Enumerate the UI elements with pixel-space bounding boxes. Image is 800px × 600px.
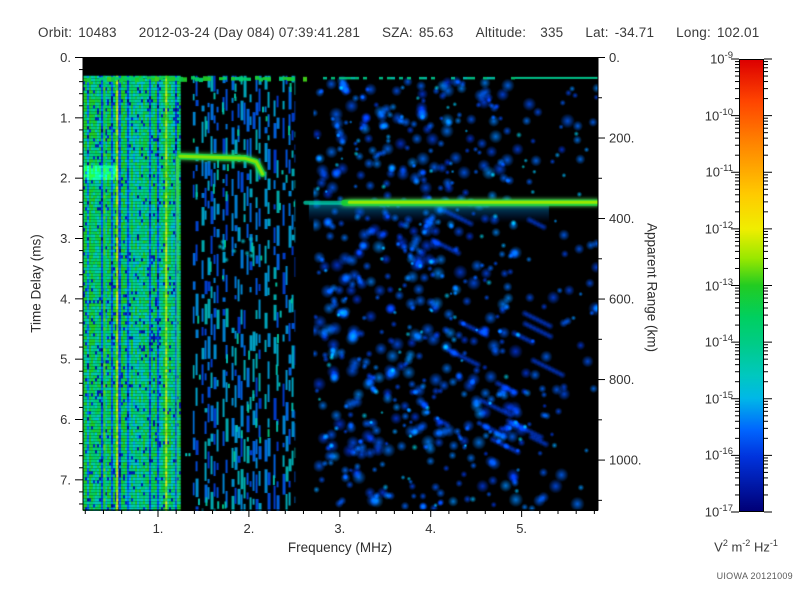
colorbar-gradient <box>739 59 764 512</box>
colorbar-tick-label: 10-17 <box>704 503 733 520</box>
colorbar-tick-label: 10-14 <box>704 333 733 350</box>
colorbar-tick-label: 10-10 <box>704 106 733 123</box>
y-tick-label: 7. <box>60 472 71 487</box>
header-item: Lat: -34.71 <box>585 25 655 40</box>
colorbar-tick-label: 10-13 <box>704 276 733 293</box>
y-tick-label: 1. <box>60 110 71 125</box>
colorbar-tick-label: 10-12 <box>704 219 733 237</box>
y-tick-label: 6. <box>60 412 71 427</box>
y-tick-label: 5. <box>60 352 71 367</box>
y-tick-label: 4. <box>60 291 71 306</box>
colorbar-tick-label: 10-9 <box>710 50 733 67</box>
colorbar-tick-label: 10-15 <box>704 389 733 407</box>
y-tick-label: 3. <box>60 231 71 246</box>
right-tick-label: 1000. <box>609 453 642 468</box>
x-axis-label: Frequency (MHz) <box>287 540 393 555</box>
colorbar-tick-label: 10-16 <box>704 446 733 463</box>
colorbar-units: V2 m-2 Hz-1 <box>714 538 778 555</box>
spectrogram-canvas <box>83 58 598 511</box>
y-tick-label: 0. <box>60 50 71 65</box>
x-tick-label: 4. <box>425 521 436 536</box>
header-info: Orbit: 10483 2012-03-24 (Day 084) 07:39:41… <box>38 25 798 40</box>
colorbar-tick-label: 10-11 <box>705 163 734 180</box>
right-tick-label: 800. <box>609 372 634 387</box>
y-tick-label: 2. <box>60 171 71 186</box>
x-tick-label: 5. <box>516 521 527 536</box>
x-tick-label: 1. <box>153 521 164 536</box>
header-item: SZA: 85.63 <box>382 25 454 40</box>
right-tick-label: 600. <box>609 292 634 307</box>
right-tick-label: 0. <box>609 50 620 65</box>
header-item: 2012-03-24 (Day 084) 07:39:41.281 <box>138 25 361 40</box>
right-tick-label: 200. <box>609 131 634 146</box>
header-item: Altitude: 335 <box>475 25 564 40</box>
x-tick-label: 3. <box>334 521 345 536</box>
x-tick-label: 2. <box>243 521 254 536</box>
header-item: Long: 102.01 <box>676 25 760 40</box>
credit-text: UIOWA 20121009 <box>716 571 793 581</box>
y-axis-label-left: Time Delay (ms) <box>28 234 44 333</box>
header-item: Orbit: 10483 <box>38 25 117 40</box>
right-tick-label: 400. <box>609 211 634 226</box>
y-axis-label-right: Apparent Range (km) <box>644 222 660 353</box>
